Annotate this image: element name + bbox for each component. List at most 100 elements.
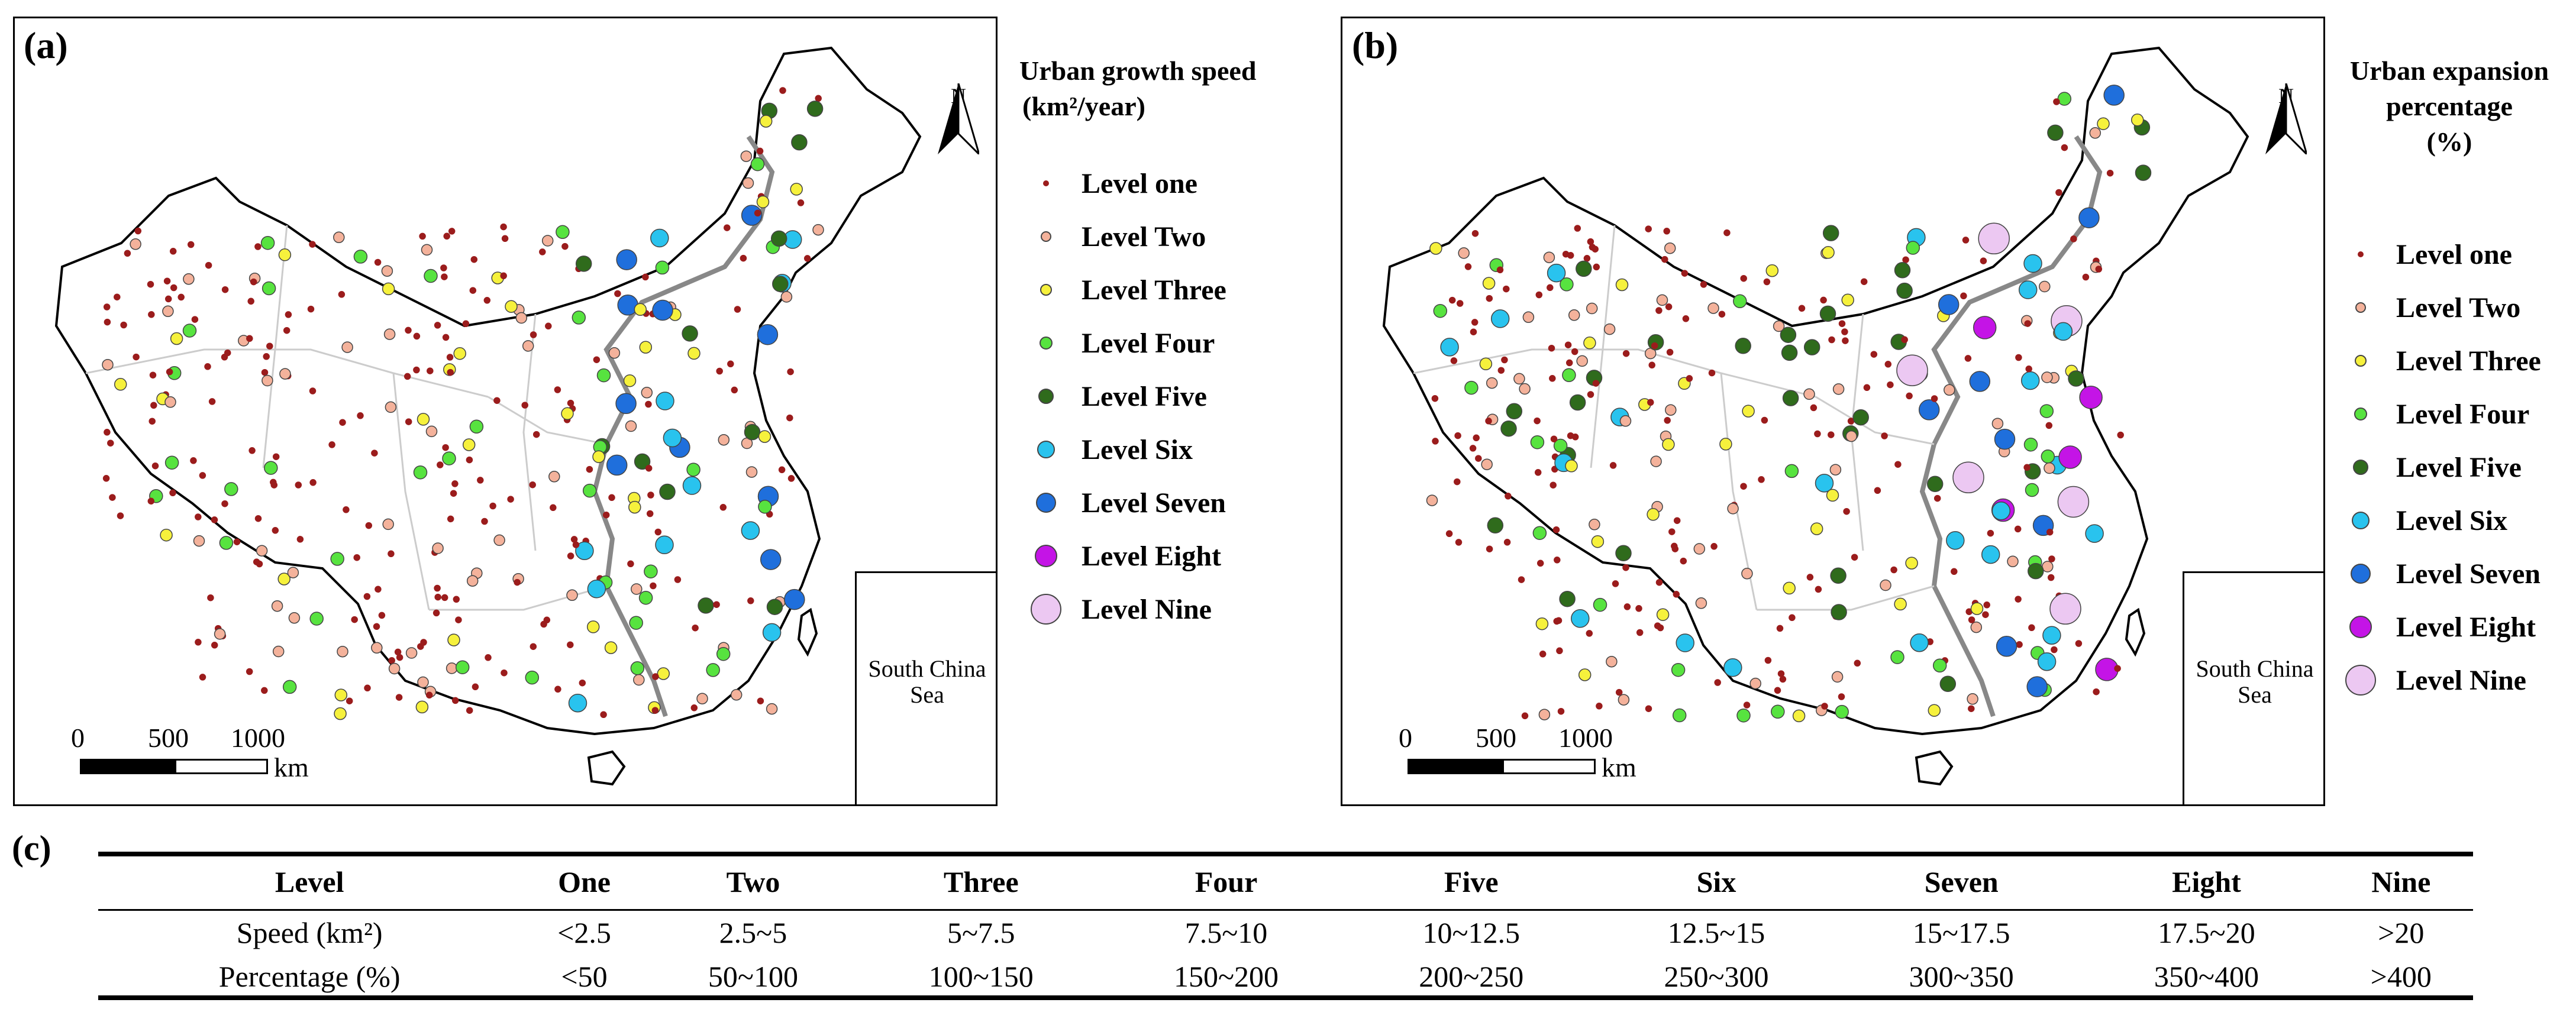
city-point	[1513, 373, 1525, 385]
city-point	[566, 589, 578, 601]
city-point	[756, 147, 764, 155]
city-point	[554, 685, 561, 693]
city-point	[593, 356, 601, 363]
city-point	[1562, 368, 1576, 383]
city-point	[2075, 640, 2083, 647]
table-bottom-rule	[98, 995, 2473, 1000]
city-point	[719, 504, 727, 511]
city-point	[103, 303, 111, 311]
city-point	[1578, 668, 1592, 681]
city-point	[572, 311, 586, 325]
city-point	[434, 593, 441, 601]
city-point	[1662, 438, 1675, 451]
city-point	[1486, 545, 1493, 552]
city-point	[1792, 709, 1806, 723]
city-point	[427, 367, 434, 374]
city-point	[2026, 676, 2048, 697]
city-point	[343, 506, 350, 513]
city-point	[262, 281, 276, 296]
city-point	[1481, 458, 1493, 470]
scale-bar	[1408, 759, 1596, 774]
city-point	[1576, 260, 1592, 277]
city-point	[151, 462, 159, 470]
city-point	[1645, 225, 1652, 232]
city-point	[1890, 650, 1904, 664]
city-point	[2130, 114, 2144, 127]
city-point	[630, 661, 645, 675]
city-point	[1820, 296, 1827, 304]
legend-label: Level one	[2396, 238, 2512, 270]
city-point	[1568, 309, 1580, 321]
table-top-rule	[98, 852, 2473, 856]
city-point	[169, 489, 176, 497]
city-point	[1655, 578, 1663, 586]
table-cell: >20	[2378, 916, 2425, 949]
city-point	[1970, 602, 1984, 615]
city-point	[432, 609, 440, 617]
city-point	[1464, 263, 1472, 270]
north-arrow: N	[938, 83, 979, 154]
table-header-cell: Six	[1593, 855, 1839, 911]
city-point	[2049, 593, 2081, 625]
legend-label: Level Five	[1082, 380, 1207, 412]
city-point	[353, 250, 368, 264]
city-point	[2089, 127, 2102, 139]
city-point	[2045, 422, 2053, 429]
hainan-island	[587, 750, 626, 786]
table-cell: 100~150	[928, 960, 1034, 993]
city-point	[651, 707, 659, 714]
city-point	[687, 347, 701, 360]
city-point	[545, 322, 552, 330]
city-point	[1926, 476, 1944, 493]
legend-symbol-icon	[2351, 564, 2371, 584]
city-point	[2047, 574, 2055, 581]
city-point	[187, 241, 195, 248]
city-point	[1469, 445, 1477, 452]
city-point	[586, 620, 600, 633]
city-point	[2070, 235, 2077, 242]
city-point	[592, 450, 605, 463]
city-point	[2078, 207, 2100, 228]
city-point	[296, 536, 304, 543]
city-point	[2082, 273, 2090, 281]
city-point	[441, 594, 448, 601]
city-point	[561, 407, 574, 421]
city-point	[682, 476, 702, 495]
city-point	[246, 335, 253, 342]
city-point	[466, 456, 473, 464]
city-point	[204, 363, 211, 370]
table-cell: 50~100	[708, 960, 798, 993]
city-point	[469, 419, 484, 434]
legend-symbol-icon	[1040, 284, 1052, 296]
city-point	[1549, 375, 1556, 382]
city-point	[373, 623, 380, 630]
legend-label: Level Four	[1082, 327, 1215, 359]
city-point	[644, 564, 658, 578]
city-point	[1707, 302, 1719, 314]
city-point	[780, 291, 793, 303]
city-point	[1455, 539, 1463, 546]
city-point	[1749, 677, 1761, 690]
city-point	[483, 297, 491, 304]
city-point	[1532, 526, 1547, 540]
city-point	[413, 465, 428, 480]
legend-item: Level Six	[1016, 426, 1193, 473]
city-point	[1815, 474, 1834, 493]
city-point	[1596, 703, 1603, 710]
city-point	[634, 303, 647, 316]
city-point	[388, 662, 401, 675]
legend-label: Level Six	[1082, 434, 1193, 465]
city-point	[337, 645, 348, 658]
city-point	[758, 500, 772, 514]
city-point	[117, 512, 124, 519]
city-point	[166, 368, 173, 376]
city-point	[634, 453, 651, 470]
city-point	[1562, 250, 1570, 258]
city-point	[1586, 630, 1593, 637]
city-point	[1743, 701, 1751, 709]
city-point	[455, 616, 462, 623]
city-point	[1894, 262, 1911, 279]
city-point	[554, 386, 561, 393]
city-point	[1668, 528, 1676, 535]
table-cell: 200~250	[1419, 960, 1524, 993]
